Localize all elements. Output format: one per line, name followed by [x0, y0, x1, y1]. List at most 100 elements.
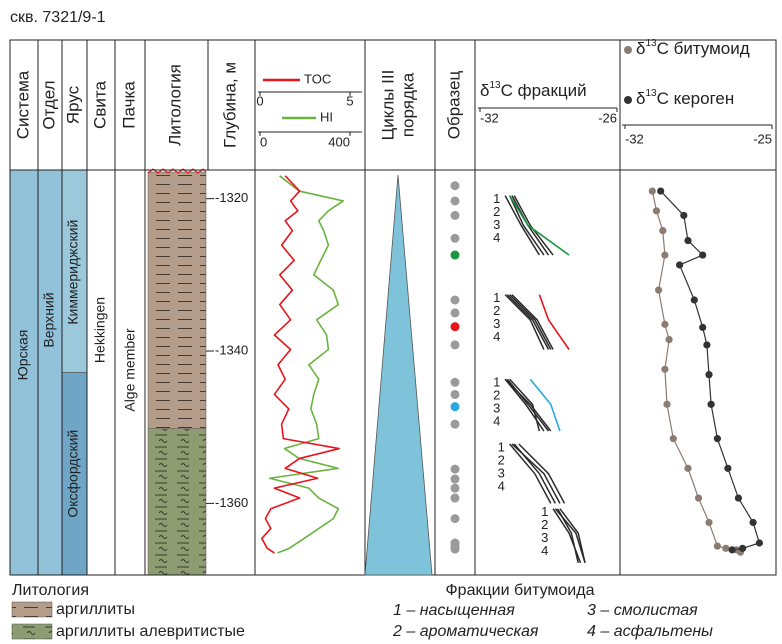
legend-label-part: 13	[645, 38, 657, 49]
sample	[450, 340, 460, 350]
stage-label: Киммериджский	[65, 220, 81, 325]
fraction-label: 2	[493, 204, 500, 219]
isotope-point	[661, 320, 669, 328]
fractions-title: δ13C фракций	[480, 80, 587, 101]
fraction-total	[529, 378, 561, 432]
fraction-label: 3	[493, 401, 500, 416]
legend-label: HI	[320, 109, 333, 124]
legend-label-part: δ	[636, 39, 645, 58]
isotope-point	[665, 335, 673, 344]
lithology-layer	[147, 428, 207, 576]
isotope-point	[722, 544, 730, 552]
header-formation: Свита	[90, 81, 109, 129]
isotope-point	[655, 286, 663, 294]
fraction-label: 1	[493, 290, 500, 305]
header-series: Отдел	[39, 80, 58, 129]
fraction-label: 1	[541, 504, 548, 519]
stage-label: Оксфордский	[65, 430, 81, 518]
hi-curve	[268, 175, 345, 554]
tick-label: 0	[256, 93, 263, 108]
isotope-point	[669, 435, 677, 443]
tick-label: -26	[598, 110, 617, 125]
header-cycles: Циклы III	[378, 70, 397, 141]
isotope-point	[661, 251, 669, 259]
header-sample: Образец	[444, 71, 463, 140]
legend-label: 3 – смолистая	[587, 602, 698, 619]
sample	[450, 181, 460, 191]
member-label: Alge member	[122, 328, 138, 412]
legend-swatch	[11, 623, 53, 640]
isotope-point	[699, 323, 707, 332]
fraction-label: 4	[493, 230, 500, 245]
fraction-line	[511, 443, 561, 504]
fraction-line	[506, 294, 550, 350]
header-cycles: порядка	[398, 72, 417, 137]
sample	[450, 514, 460, 524]
sample	[450, 493, 460, 503]
legend-label: δ13C битумоид	[636, 38, 750, 59]
sample	[450, 464, 460, 474]
stage-fill	[62, 170, 87, 373]
lithology-layer	[147, 171, 207, 429]
legend-label: 1 – насыщенная	[393, 602, 515, 619]
isotope-point	[724, 464, 732, 472]
sample	[450, 544, 460, 554]
isotope-line	[660, 190, 761, 551]
sample	[450, 196, 460, 206]
fraction-label: 1	[498, 439, 505, 454]
depth-tick-label: -1340	[215, 342, 248, 357]
fraction-line	[504, 294, 545, 350]
sample	[450, 322, 460, 332]
legend-marker	[624, 46, 632, 54]
legend-label: δ13C кероген	[636, 88, 734, 109]
fraction-label: 3	[541, 530, 548, 545]
isotope-point	[652, 207, 661, 215]
fraction-label: 4	[541, 543, 548, 558]
fraction-total	[538, 294, 570, 350]
fraction-label: 2	[498, 452, 505, 467]
fraction-label: 1	[493, 191, 500, 206]
series-label: Верхний	[41, 292, 57, 347]
fraction-label: 2	[493, 303, 500, 318]
depth-tick-label: -1320	[215, 190, 248, 205]
fraction-label: 3	[493, 316, 500, 331]
sample	[450, 233, 460, 243]
fraction-label: 1	[493, 375, 500, 390]
isotope-point	[648, 187, 656, 195]
legend-label-part: δ	[636, 89, 645, 108]
fraction-line	[509, 378, 541, 432]
isotope-point	[705, 518, 713, 527]
tick-label: 5	[346, 93, 353, 108]
isotope-point	[659, 227, 667, 235]
legend-label: TOC	[304, 71, 331, 86]
legend-label: 4 – асфальтены	[587, 623, 713, 640]
fractions-title-part: C фракций	[501, 81, 587, 100]
isotope-point	[699, 251, 707, 259]
isotope-point	[684, 236, 692, 245]
system-label: Юрская	[15, 330, 31, 381]
header-depth: Глубина, м	[220, 62, 239, 148]
tick-label: -32	[625, 131, 644, 146]
isotope-point	[694, 494, 703, 502]
sample	[450, 474, 460, 484]
isotope-point	[684, 464, 692, 472]
tick-label: 400	[328, 134, 350, 149]
fraction-label: 4	[498, 478, 505, 493]
fraction-line	[559, 508, 586, 563]
sample	[450, 483, 460, 493]
isotope-point	[676, 261, 684, 269]
isotope-point	[661, 365, 669, 373]
sample	[450, 210, 460, 220]
tick-label: -25	[753, 131, 772, 146]
sample	[450, 419, 460, 429]
stage-fill	[62, 372, 87, 575]
legend-marker	[624, 96, 632, 104]
sample	[450, 308, 460, 318]
isotope-point	[713, 435, 722, 443]
isotope-point	[663, 400, 671, 408]
legend-label-part: C битумоид	[657, 39, 750, 58]
isotope-point	[703, 341, 711, 349]
sample	[450, 377, 460, 387]
fraction-label: 4	[493, 329, 500, 344]
